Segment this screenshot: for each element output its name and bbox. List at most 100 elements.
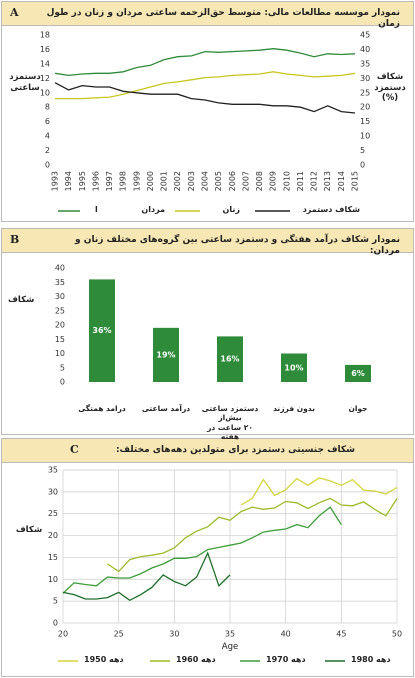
x-tick-label: دستمزد ساعتی بیش‌از ۲۰ ساعت در هفته [201, 404, 259, 442]
bar-value-label: 6% [351, 369, 365, 378]
y-tick-label: 35 [55, 278, 65, 287]
legend-label: شکاف دستمزد [302, 205, 360, 214]
y-tick-label: 30 [55, 292, 65, 301]
y-tick-label: 4 [45, 132, 50, 141]
y-axis-label: دستمزد ساعتی [9, 72, 41, 93]
series-line [62, 551, 231, 602]
bar [281, 353, 307, 382]
y-tick-label: 5 [53, 597, 58, 606]
x-axis-label: Age [221, 642, 239, 652]
x-tick-label: 2008 [255, 171, 264, 191]
legend-label: دهه 1960 [176, 655, 216, 664]
y-tick-label: 20 [55, 321, 65, 330]
x-tick-label: 1995 [78, 171, 87, 191]
y-tick-label: 15 [55, 335, 65, 344]
legend-label: زنان [222, 205, 240, 214]
x-tick-label: بدون فرزند [273, 404, 315, 413]
y-tick-label: 40 [55, 264, 65, 273]
x-tick-label: 2015 [351, 171, 360, 191]
bar [89, 279, 115, 382]
panel-letter: B [10, 233, 20, 246]
bar [217, 336, 243, 382]
y2-tick-label: 35 [360, 59, 370, 68]
panel-b-header [1, 228, 414, 253]
y-tick-label: 0 [53, 619, 58, 628]
legend-note: ا [95, 205, 98, 214]
bar [153, 327, 179, 382]
x-tick-label: درآمد ساعتی [141, 404, 191, 413]
x-tick-label: درامد همتگی [78, 404, 126, 413]
series-line [54, 48, 356, 77]
y2-axis-label: شکاف دستمزد (%) [374, 72, 406, 104]
bar-value-label: 36% [92, 326, 111, 335]
panel-title: شکاف جنسیتی دستمزد برای متولدین دهه‌های … [115, 445, 355, 455]
y2-tick-label: 10 [360, 132, 370, 141]
y-tick-label: 18 [40, 31, 50, 40]
panel-letter: A [10, 6, 19, 19]
panel-a-header [1, 1, 414, 26]
panel-c-header [1, 438, 414, 463]
x-tick-label: جوان [348, 404, 368, 413]
y-tick-label: 2 [45, 146, 50, 155]
x-tick-label: 30 [169, 630, 179, 639]
y-tick-label: 8 [45, 103, 50, 112]
x-tick-label: 1994 [64, 171, 73, 191]
x-tick-label: 1997 [105, 171, 114, 191]
panel-letter: C [70, 443, 79, 456]
x-tick-label: 1996 [91, 171, 100, 191]
y-axis-label: شکاف [15, 525, 43, 535]
y-tick-label: 10 [55, 349, 65, 358]
y-tick-label: 0 [60, 378, 65, 387]
y2-tick-label: 30 [360, 74, 370, 83]
x-tick-label: 45 [336, 630, 346, 639]
x-tick-label: 2005 [214, 171, 223, 191]
x-tick-label: 2003 [187, 171, 196, 191]
y-tick-label: 12 [40, 74, 50, 83]
y-tick-label: 14 [40, 59, 50, 68]
panel-title: نمودار شکاف درآمد هفتگی و دستمزد ساعتی ب… [75, 235, 400, 257]
y2-tick-label: 20 [360, 103, 370, 112]
y-tick-label: 10 [40, 88, 50, 97]
x-tick-label: 2009 [269, 171, 278, 191]
y2-tick-label: 25 [360, 88, 370, 97]
panel-title: نمودار موسسه مطالعات مالی: متوسط حق‌الزح… [46, 8, 400, 30]
series-line [55, 71, 356, 100]
x-tick-label: 35 [225, 630, 235, 639]
x-tick-label: 2011 [296, 171, 305, 191]
x-tick-label: 25 [114, 630, 124, 639]
legend-label: دهه 1980 [351, 655, 391, 664]
bar-value-label: 16% [220, 355, 239, 364]
y-tick-label: 25 [55, 306, 65, 315]
y2-tick-label: 45 [360, 31, 370, 40]
y-tick-label: 15 [48, 553, 58, 562]
bar [345, 364, 371, 382]
y-tick-label: 5 [60, 363, 65, 372]
y-tick-label: 6 [45, 117, 50, 126]
y-tick-label: 20 [48, 531, 58, 540]
x-tick-label: 50 [392, 630, 402, 639]
bar-value-label: 19% [156, 350, 175, 359]
x-tick-label: 1999 [132, 171, 141, 191]
x-tick-label: 1998 [119, 171, 128, 191]
x-tick-label: 20 [58, 630, 68, 639]
series-line [240, 477, 398, 506]
y-tick-label: 30 [48, 487, 58, 496]
y-tick-label: 0 [45, 161, 50, 170]
y-axis-label: شکاف [8, 295, 35, 305]
y2-tick-label: 40 [360, 45, 370, 54]
x-tick-label: 40 [281, 630, 291, 639]
x-tick-label: 2014 [337, 171, 346, 191]
x-tick-label: 2006 [228, 171, 237, 191]
x-tick-label: 2012 [310, 171, 319, 191]
series-line [54, 82, 356, 114]
x-tick-label: 2000 [146, 171, 155, 191]
series-line [62, 506, 342, 594]
y2-tick-label: 0 [360, 161, 365, 170]
x-tick-label: 2007 [241, 171, 250, 191]
series-line [107, 497, 398, 573]
legend-label: دهه 1970 [266, 655, 306, 664]
x-tick-label: 2013 [323, 171, 332, 191]
bar-value-label: 10% [284, 363, 303, 372]
